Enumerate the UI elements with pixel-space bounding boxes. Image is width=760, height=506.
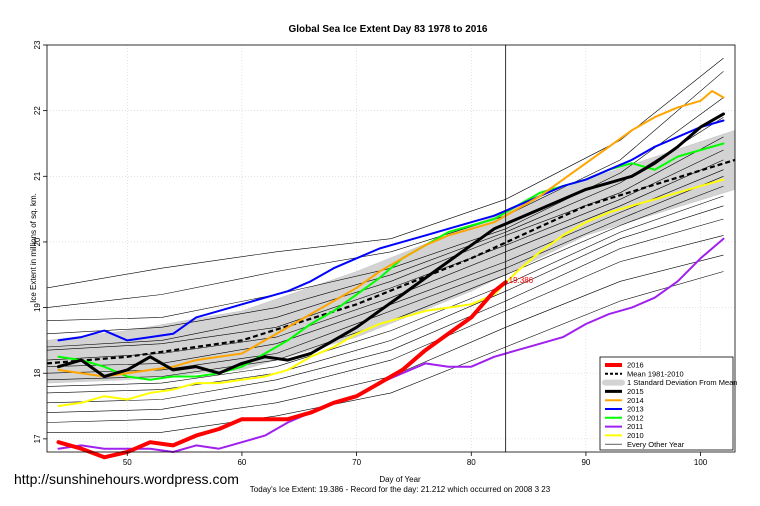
highlight-series [56,90,725,460]
series-line-2014 [57,90,725,378]
other-year-line-10 [46,195,724,387]
legend-label-7: 2011 [627,422,643,431]
series-line-2010 [57,178,725,407]
other-year-line-8 [46,176,724,374]
y-tick-label-0: 17 [33,434,42,443]
y-tick-label-6: 23 [33,40,42,49]
other-year-line-5 [46,149,724,351]
y-axis-label: Ice Extent in millions of sq. km. [29,193,38,303]
legend-box [599,356,734,451]
other-year-line-6 [46,159,724,361]
x-tick-label-5: 100 [694,458,708,467]
y-tick-label-1: 18 [33,368,42,377]
series-line-2015 [57,112,725,378]
mean-series-line [46,158,736,365]
legend-label-6: 2012 [627,413,644,422]
legend-label-3: 2015 [627,387,644,396]
x-tick-label-0: 50 [123,458,132,467]
x-tick-label-3: 80 [467,458,476,467]
series-line-2013 [57,119,725,342]
other-year-line-11 [46,205,724,394]
x-tick-label-4: 90 [581,458,590,467]
legend-label-8: 2010 [627,431,644,440]
other-year-line-0 [46,57,724,289]
day-marker: 19.386 [505,45,534,452]
legend-label-4: 2014 [627,396,644,405]
other-year-line-12 [46,218,724,404]
x-tick-label-1: 60 [237,458,246,467]
chart-title: Global Sea Ice Extent Day 83 1978 to 201… [289,24,488,35]
other-year-line-15 [47,271,724,433]
legend-label-5: 2013 [627,405,644,414]
y-tick-label-2: 19 [33,303,42,312]
other-year-line-13 [46,235,724,413]
legend-label-0: 2016 [627,361,644,370]
other-year-line-4 [46,136,724,348]
other-year-line-3 [46,116,724,335]
x-tick-label-2: 70 [352,458,361,467]
x-axis-label: Day of Year [379,475,421,484]
legend-label-9: Every Other Year [627,440,685,449]
y-tick-label-4: 21 [33,171,42,180]
series-line-2016 [56,280,508,460]
legend-label-1: Mean 1981-2010 [627,369,684,378]
axes: 50 60 70 80 90 100 17 18 19 20 21 22 23 [33,40,736,467]
y-tick-label-3: 20 [33,237,42,246]
other-year-line-1 [46,71,724,308]
plot-frame [46,44,736,453]
footer-text: Today's Ice Extent: 19.386 - Record for … [250,485,551,494]
current-value-label: 19.386 [509,276,534,285]
y-tick-label-5: 22 [33,106,42,115]
watermark-url: http://sunshinehours.wordpress.com [14,471,239,487]
mean-line [46,158,736,365]
legend-label-2: 1 Standard Deviation From Mean [627,378,737,387]
